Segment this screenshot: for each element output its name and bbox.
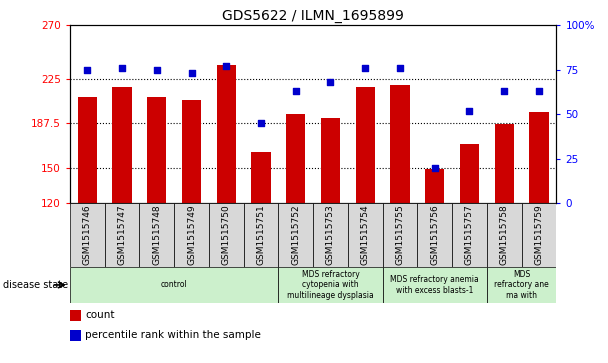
Bar bbox=[356, 87, 375, 203]
Bar bbox=[452, 203, 487, 267]
Text: percentile rank within the sample: percentile rank within the sample bbox=[85, 330, 261, 340]
Text: MDS
refractory ane
ma with: MDS refractory ane ma with bbox=[494, 270, 549, 300]
Bar bbox=[382, 203, 417, 267]
Text: GSM1515755: GSM1515755 bbox=[395, 205, 404, 265]
Bar bbox=[112, 87, 131, 203]
Bar bbox=[174, 203, 209, 267]
Bar bbox=[70, 203, 105, 267]
Bar bbox=[460, 144, 479, 203]
Bar bbox=[487, 267, 556, 303]
Text: MDS refractory
cytopenia with
multilineage dysplasia: MDS refractory cytopenia with multilinea… bbox=[287, 270, 374, 300]
Text: count: count bbox=[85, 310, 115, 321]
Bar bbox=[147, 97, 167, 203]
Text: GSM1515746: GSM1515746 bbox=[83, 205, 92, 265]
Bar bbox=[105, 203, 139, 267]
Text: disease state: disease state bbox=[3, 280, 68, 290]
Bar bbox=[487, 203, 522, 267]
Text: GSM1515756: GSM1515756 bbox=[430, 205, 439, 265]
Point bbox=[430, 165, 440, 171]
Text: control: control bbox=[161, 281, 187, 289]
Bar bbox=[278, 203, 313, 267]
Bar bbox=[348, 203, 382, 267]
Bar bbox=[209, 203, 244, 267]
Text: GSM1515754: GSM1515754 bbox=[361, 205, 370, 265]
Point bbox=[83, 67, 92, 73]
Text: GSM1515752: GSM1515752 bbox=[291, 205, 300, 265]
Text: GSM1515747: GSM1515747 bbox=[117, 205, 126, 265]
Point bbox=[465, 108, 474, 114]
Point bbox=[291, 88, 300, 94]
Text: MDS refractory anemia
with excess blasts-1: MDS refractory anemia with excess blasts… bbox=[390, 275, 479, 295]
Text: GSM1515749: GSM1515749 bbox=[187, 205, 196, 265]
Bar bbox=[78, 97, 97, 203]
Bar bbox=[321, 118, 340, 203]
Text: GSM1515758: GSM1515758 bbox=[500, 205, 509, 265]
Bar bbox=[417, 203, 452, 267]
Point bbox=[361, 65, 370, 71]
Bar bbox=[216, 65, 236, 203]
Bar bbox=[495, 124, 514, 203]
Bar bbox=[522, 203, 556, 267]
Point bbox=[395, 65, 405, 71]
Bar bbox=[286, 114, 305, 203]
Bar bbox=[252, 152, 271, 203]
Point bbox=[326, 79, 336, 85]
Bar bbox=[278, 267, 382, 303]
Text: GSM1515757: GSM1515757 bbox=[465, 205, 474, 265]
Text: GSM1515759: GSM1515759 bbox=[534, 205, 544, 265]
Point bbox=[221, 64, 231, 69]
Bar bbox=[313, 203, 348, 267]
Text: GSM1515750: GSM1515750 bbox=[222, 205, 231, 265]
Bar bbox=[244, 203, 278, 267]
Text: GSM1515753: GSM1515753 bbox=[326, 205, 335, 265]
Bar bbox=[390, 85, 410, 203]
Point bbox=[534, 88, 544, 94]
Text: GSM1515748: GSM1515748 bbox=[152, 205, 161, 265]
Bar bbox=[382, 267, 487, 303]
Bar bbox=[530, 112, 548, 203]
Bar bbox=[70, 267, 278, 303]
Bar bbox=[139, 203, 174, 267]
Text: GSM1515751: GSM1515751 bbox=[257, 205, 266, 265]
Bar bbox=[425, 169, 444, 203]
Bar bbox=[182, 100, 201, 203]
Point bbox=[152, 67, 162, 73]
Point bbox=[499, 88, 509, 94]
Point bbox=[117, 65, 127, 71]
Point bbox=[187, 70, 196, 76]
Point bbox=[256, 121, 266, 126]
Title: GDS5622 / ILMN_1695899: GDS5622 / ILMN_1695899 bbox=[222, 9, 404, 23]
